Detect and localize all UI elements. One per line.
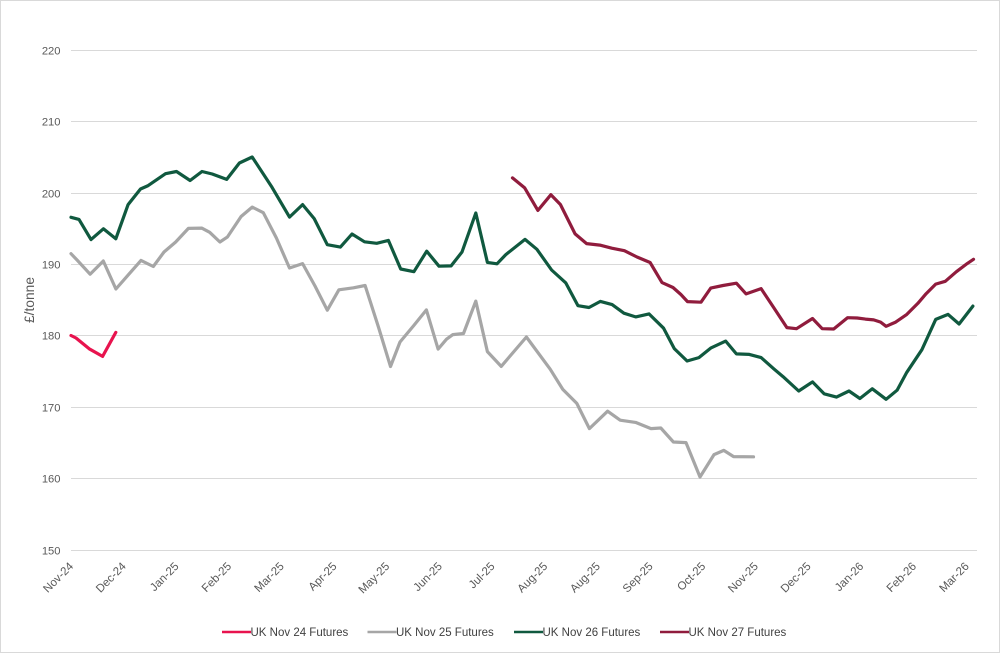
svg-text:160: 160	[42, 474, 61, 486]
svg-text:180: 180	[42, 331, 61, 343]
svg-text:220: 220	[42, 46, 61, 58]
svg-text:UK Nov 26 Futures: UK Nov 26 Futures	[543, 627, 641, 639]
svg-text:210: 210	[42, 117, 61, 129]
svg-text:150: 150	[42, 546, 61, 558]
svg-text:UK Nov 25 Futures: UK Nov 25 Futures	[396, 627, 494, 639]
svg-text:UK Nov 27 Futures: UK Nov 27 Futures	[689, 627, 787, 639]
svg-text:200: 200	[42, 189, 61, 201]
svg-text:UK Nov 24 Futures: UK Nov 24 Futures	[251, 627, 349, 639]
svg-text:170: 170	[42, 403, 61, 415]
svg-text:£/tonne: £/tonne	[22, 277, 37, 323]
svg-text:190: 190	[42, 260, 61, 272]
